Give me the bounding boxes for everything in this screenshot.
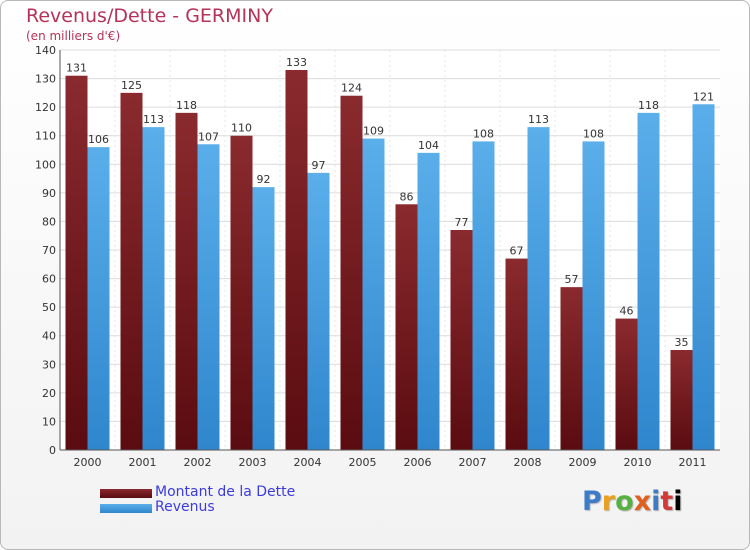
data-label-revenus-2007: 108: [473, 127, 494, 140]
y-tick-label: 110: [35, 130, 56, 143]
data-label-revenus-2001: 113: [143, 113, 164, 126]
bar-revenus-2000: [87, 147, 110, 450]
data-label-revenus-2008: 113: [528, 113, 549, 126]
legend-label-revenus: Revenus: [155, 499, 215, 515]
data-label-debt-2010: 46: [620, 305, 634, 318]
data-label-revenus-2003: 92: [257, 173, 271, 186]
bar-debt-2001: [120, 92, 143, 450]
x-tick-label-2011: 2011: [679, 456, 707, 469]
chart-title: Revenus/Dette - GERMINY: [26, 5, 273, 27]
bar-debt-2008: [505, 258, 528, 450]
legend-label-debt: Montant de la Dette: [155, 484, 296, 500]
bar-debt-2010: [615, 318, 638, 450]
bar-revenus-2001: [142, 127, 165, 451]
data-label-revenus-2009: 108: [583, 127, 604, 140]
bar-revenus-2003: [252, 187, 275, 450]
bar-revenus-2010: [637, 112, 660, 450]
data-label-revenus-2000: 106: [88, 133, 109, 146]
bar-debt-2002: [175, 112, 198, 450]
data-label-debt-2008: 67: [510, 245, 524, 258]
bar-debt-2007: [450, 230, 473, 450]
x-tick-label-2006: 2006: [404, 456, 432, 469]
bar-debt-2003: [230, 135, 253, 450]
data-label-debt-2000: 131: [66, 62, 87, 75]
x-tick-label-2009: 2009: [569, 456, 597, 469]
bar-revenus-2007: [472, 141, 495, 450]
y-tick-label: 140: [35, 44, 56, 57]
bar-revenus-2006: [417, 152, 440, 450]
bar-revenus-2004: [307, 172, 330, 450]
data-label-debt-2007: 77: [455, 216, 469, 229]
bar-revenus-2002: [197, 144, 220, 451]
legend-swatch-debt: [100, 489, 152, 498]
y-tick-label: 60: [42, 273, 56, 286]
bar-debt-2000: [65, 75, 88, 450]
x-tick-label-2002: 2002: [184, 456, 212, 469]
chart-subtitle: (en milliers d'€): [26, 29, 121, 43]
data-label-debt-2011: 35: [675, 336, 689, 349]
x-tick-label-2000: 2000: [74, 456, 102, 469]
legend-swatch-revenus: [100, 504, 152, 513]
data-label-revenus-2004: 97: [312, 159, 326, 172]
x-tick-label-2007: 2007: [459, 456, 487, 469]
y-tick-label: 120: [35, 101, 56, 114]
x-tick-label-2004: 2004: [294, 456, 322, 469]
data-label-revenus-2005: 109: [363, 125, 384, 138]
bar-debt-2011: [670, 350, 693, 450]
bar-debt-2006: [395, 204, 418, 450]
bar-debt-2005: [340, 95, 363, 450]
data-label-debt-2002: 118: [176, 99, 197, 112]
data-label-revenus-2011: 121: [693, 90, 714, 103]
data-label-revenus-2006: 104: [418, 139, 439, 152]
y-tick-label: 100: [35, 158, 56, 171]
y-tick-label: 70: [42, 244, 56, 257]
y-tick-label: 90: [42, 187, 56, 200]
bar-revenus-2008: [527, 127, 550, 451]
bar-revenus-2011: [692, 104, 715, 451]
data-label-debt-2004: 133: [286, 56, 307, 69]
data-label-revenus-2002: 107: [198, 130, 219, 143]
y-tick-label: 130: [35, 73, 56, 86]
x-tick-label-2008: 2008: [514, 456, 542, 469]
y-tick-label: 0: [49, 444, 56, 457]
data-label-debt-2006: 86: [400, 190, 414, 203]
data-label-revenus-2010: 118: [638, 99, 659, 112]
x-tick-label-2010: 2010: [624, 456, 652, 469]
data-label-debt-2003: 110: [231, 122, 252, 135]
y-tick-label: 50: [42, 301, 56, 314]
bar-revenus-2005: [362, 138, 385, 451]
data-label-debt-2001: 125: [121, 79, 142, 92]
bar-debt-2004: [285, 70, 308, 450]
y-tick-label: 80: [42, 215, 56, 228]
x-tick-label-2001: 2001: [129, 456, 157, 469]
x-tick-label-2003: 2003: [239, 456, 267, 469]
proxiti-logo: Proxiti: [582, 486, 683, 517]
bar-debt-2009: [560, 287, 583, 450]
data-label-debt-2009: 57: [565, 273, 579, 286]
y-tick-label: 30: [42, 358, 56, 371]
bar-revenus-2009: [582, 141, 605, 450]
y-tick-label: 10: [42, 415, 56, 428]
data-label-debt-2005: 124: [341, 82, 362, 95]
y-tick-label: 20: [42, 387, 56, 400]
y-tick-label: 40: [42, 330, 56, 343]
x-tick-label-2005: 2005: [349, 456, 377, 469]
